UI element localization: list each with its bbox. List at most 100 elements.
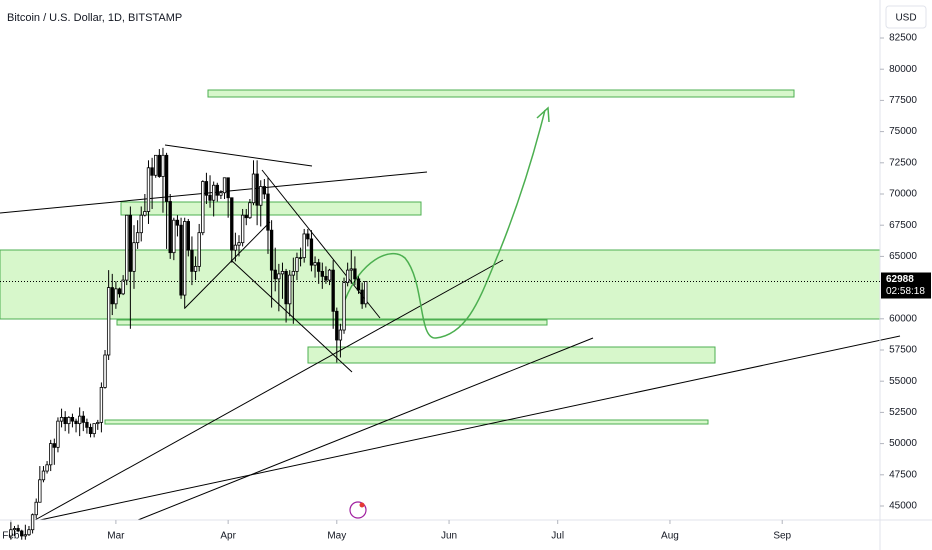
candle-body <box>306 233 310 240</box>
candle-body <box>356 278 361 291</box>
y-tick-label: 82500 <box>889 33 917 44</box>
candle-body <box>63 416 67 425</box>
trend-line <box>261 169 381 319</box>
drawings <box>0 89 901 521</box>
candle-body <box>251 173 256 204</box>
y-tick-label: 72500 <box>889 157 917 168</box>
candle-body <box>302 233 306 259</box>
candle-body <box>320 270 324 277</box>
candle-body <box>226 177 230 199</box>
last-price-tag <box>881 272 931 299</box>
candle-body <box>121 279 125 295</box>
x-tick-label: Jun <box>441 531 457 542</box>
candle-body <box>52 443 56 448</box>
candle-body <box>67 416 71 425</box>
candle-body <box>248 202 252 219</box>
x-tick-label: Apr <box>220 531 236 542</box>
trend-line <box>39 335 901 521</box>
candle-body <box>59 416 64 422</box>
candle-body <box>92 423 96 435</box>
y-tick-label: 77500 <box>889 95 917 106</box>
candle-body <box>288 274 292 305</box>
trend-line <box>164 144 313 167</box>
target-zone <box>207 89 795 98</box>
x-tick-label: May <box>327 531 346 542</box>
candle-body <box>34 501 38 516</box>
candle-body <box>45 464 49 472</box>
support-zone-thin <box>116 319 548 326</box>
projection-curve <box>344 109 546 339</box>
candle-body <box>211 184 216 201</box>
candle-body <box>280 270 285 275</box>
candle-body <box>103 354 107 388</box>
candle-body <box>78 415 82 425</box>
candle-body <box>20 530 24 537</box>
candle-body <box>179 224 183 296</box>
candle-body <box>85 421 89 428</box>
candle-body <box>190 249 194 272</box>
candle-body <box>215 184 219 196</box>
candle-body <box>114 288 118 305</box>
candle-body <box>255 173 259 206</box>
candle-body <box>230 197 234 251</box>
currency-button[interactable] <box>885 5 927 29</box>
trend-line <box>230 259 353 373</box>
candle-body <box>117 288 122 295</box>
candle-body <box>110 287 114 305</box>
y-tick-label: 50000 <box>889 438 917 449</box>
candle-body <box>201 181 205 234</box>
candle-body <box>186 221 190 251</box>
candle-body <box>317 262 321 272</box>
candle-body <box>143 211 147 216</box>
candle-body <box>266 193 270 231</box>
candle-body <box>208 194 212 201</box>
candle-body <box>164 154 169 202</box>
candle-body <box>172 219 176 254</box>
candle-body <box>237 242 241 246</box>
candle-body <box>295 257 299 272</box>
candle-body <box>269 229 274 271</box>
trend-line <box>137 337 594 521</box>
candle-body <box>313 262 317 266</box>
y-tick-label: 75000 <box>889 126 917 137</box>
candle-body <box>175 219 180 226</box>
demand-zone-low <box>104 419 709 425</box>
trend-line <box>34 259 504 521</box>
candle-body <box>219 192 223 196</box>
y-tick-label: 65000 <box>889 251 917 262</box>
candle-body <box>222 177 227 194</box>
x-tick-label: Aug <box>661 531 679 542</box>
candle-body <box>23 534 28 537</box>
candle-body <box>353 268 357 280</box>
candle-body <box>273 269 277 280</box>
candle-body <box>327 269 332 281</box>
candle-body <box>298 257 303 259</box>
candle-body <box>349 268 353 271</box>
candle-body <box>364 281 368 305</box>
countdown-label: 02:58:18 <box>886 286 925 297</box>
support-zone <box>0 249 881 320</box>
candle-body <box>161 154 165 177</box>
candle-body <box>81 415 85 423</box>
x-tick-label: Sep <box>773 531 791 542</box>
candle-body <box>49 443 53 466</box>
y-tick-label: 57500 <box>889 345 917 356</box>
candle-body <box>309 238 314 266</box>
candle-body <box>128 214 133 272</box>
candle-body <box>38 479 42 503</box>
candle-body <box>88 426 93 435</box>
candle-body <box>277 273 281 280</box>
y-tick-label: 70000 <box>889 189 917 200</box>
candle-body <box>233 244 238 251</box>
demand-zone <box>307 346 716 364</box>
candle-body <box>197 232 201 267</box>
y-tick-label: 55000 <box>889 376 917 387</box>
candle-body <box>132 242 136 272</box>
y-tick-label: 60000 <box>889 313 917 324</box>
candle-body <box>56 420 60 448</box>
candle-body <box>204 181 209 196</box>
candle-body <box>154 154 158 176</box>
candle-body <box>96 421 100 425</box>
candle-body <box>135 232 140 244</box>
candle-body <box>70 416 75 422</box>
